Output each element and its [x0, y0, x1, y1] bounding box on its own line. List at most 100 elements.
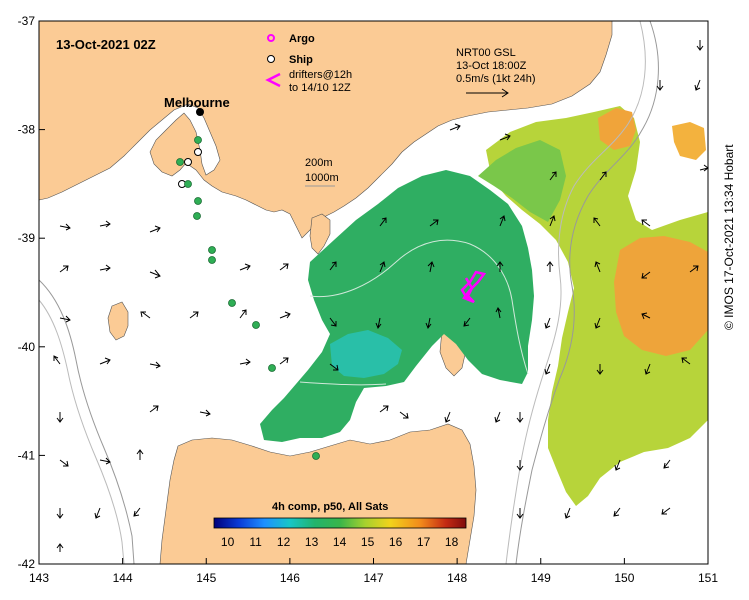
y-tick-label: -41 [18, 448, 36, 462]
current-arrow [495, 307, 502, 319]
current-arrow [449, 123, 461, 131]
current-arrow [379, 405, 389, 413]
land-victoria [38, 20, 613, 239]
scale-line3: 0.5m/s (1kt 24h) [456, 73, 535, 85]
legend-drifters: drifters@12h to 14/10 12Z [265, 69, 352, 94]
current-arrow [189, 311, 199, 319]
current-scale-legend: NRT00 GSL 13-Oct 18:00Z 0.5m/s (1kt 24h) [456, 47, 535, 98]
current-arrow [379, 261, 386, 273]
legend-argo: Argo [267, 33, 315, 45]
current-arrow [546, 261, 554, 272]
y-tick-label: -39 [18, 231, 36, 245]
colorbar-tick-label: 18 [445, 535, 459, 549]
drifter-symbol [265, 72, 281, 88]
x-tick-label: 143 [29, 571, 49, 585]
sst-swath-orange-right [614, 236, 708, 356]
current-arrow [99, 457, 111, 465]
current-arrow [425, 317, 432, 330]
x-tick-label: 145 [196, 571, 216, 585]
y-tick-label: -42 [18, 557, 36, 571]
current-arrow [375, 317, 382, 330]
colorbar-title: 4h comp, p50, All Sats [272, 501, 388, 513]
current-arrow [696, 40, 704, 51]
land-king-island [107, 301, 129, 341]
isobath-swath-2 [299, 381, 387, 386]
legend-ship-label: Ship [289, 54, 313, 66]
current-arrow [399, 411, 409, 419]
current-arrow [429, 219, 439, 227]
current-arrow [149, 405, 159, 413]
current-arrow [599, 171, 607, 181]
current-arrow [641, 271, 651, 279]
legend-ship: Ship [267, 54, 313, 66]
current-arrow [596, 364, 604, 375]
sst-swath-orange-far [672, 122, 706, 160]
colorbar: 4h comp, p50, All Sats 10 11 12 13 14 15 16 17 1… [213, 501, 467, 549]
current-arrow [681, 357, 691, 365]
current-arrow [56, 543, 64, 552]
isobath-west-200m [38, 299, 125, 565]
current-arrow [99, 220, 111, 228]
current-arrow [644, 363, 651, 375]
current-arrow [279, 263, 289, 271]
drifter-dot [208, 256, 216, 264]
ship-marker [184, 158, 192, 166]
current-arrow [656, 80, 664, 91]
legend-argo-label: Argo [289, 33, 315, 45]
x-tick-label: 150 [614, 571, 634, 585]
colorbar-gradient [213, 517, 467, 529]
current-arrow [494, 411, 501, 423]
current-arrow [694, 79, 701, 91]
isobath-1000m [515, 20, 659, 565]
current-arrow [59, 265, 69, 273]
current-arrow [427, 261, 435, 273]
current-arrow [641, 219, 651, 227]
current-arrow [279, 357, 289, 365]
current-arrow [544, 317, 551, 329]
current-arrow [496, 261, 504, 272]
current-arrow [59, 459, 69, 467]
current-arrow [549, 215, 556, 227]
colorbar-tick-label: 10 [221, 535, 235, 549]
isobath-west-1000m [38, 279, 135, 565]
current-arrow [53, 355, 61, 365]
current-arrow [516, 460, 524, 471]
current-arrow [544, 363, 551, 375]
y-tick-label: -37 [18, 14, 36, 28]
isobath-1000m-label: 1000m [305, 172, 339, 184]
colorbar-tick-label: 14 [333, 535, 347, 549]
colorbar-tick-label: 13 [305, 535, 319, 549]
x-tick-label: 148 [447, 571, 467, 585]
drifter-dot [228, 299, 236, 307]
current-arrow [59, 315, 71, 323]
scale-line1: NRT00 GSL [456, 47, 516, 59]
x-tick-label: 149 [531, 571, 551, 585]
sst-swath-green [260, 170, 534, 442]
legend-drifters-line1: drifters@12h [289, 69, 352, 81]
current-arrow [463, 317, 471, 327]
current-arrow [549, 171, 557, 181]
colorbar-tick-label: 16 [389, 535, 403, 549]
current-arrow [661, 507, 671, 515]
isobath-200m [505, 20, 646, 565]
colorbar-tick-label: 15 [361, 535, 375, 549]
ship-symbol [267, 55, 275, 63]
drifter-dot [252, 321, 260, 329]
legend-drifters-line2: to 14/10 12Z [289, 82, 351, 94]
drifter-dot [193, 212, 201, 220]
current-arrow [140, 311, 151, 319]
x-axis: 143 144 145 146 147 148 149 150 151 [29, 558, 718, 585]
current-arrow [594, 317, 601, 329]
current-arrow [593, 217, 601, 227]
current-arrow [329, 363, 339, 371]
current-arrow [516, 508, 524, 519]
current-arrow [59, 223, 71, 231]
y-tick-label: -38 [18, 123, 36, 137]
current-arrow [149, 361, 161, 369]
current-arrow [499, 133, 511, 141]
current-arrow [149, 225, 161, 233]
current-arrow [149, 269, 161, 279]
current-arrow [99, 264, 111, 272]
drifter-dot [208, 246, 216, 254]
drifter-dot [184, 180, 192, 188]
